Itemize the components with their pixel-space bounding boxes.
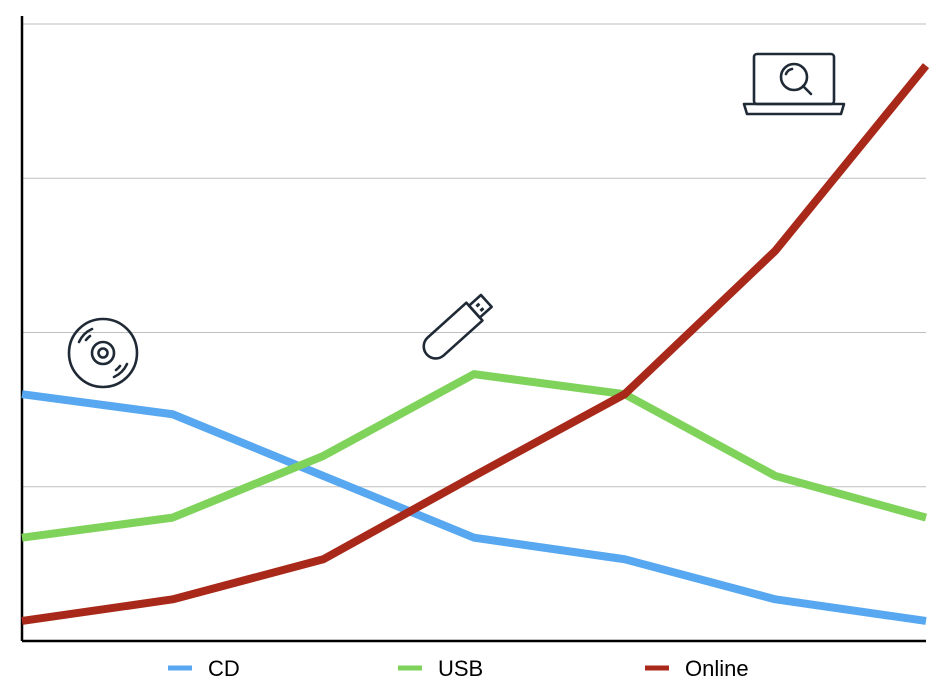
legend-label-cd: CD xyxy=(208,656,240,681)
legend-label-online: Online xyxy=(685,656,749,681)
laptop-search-icon xyxy=(742,52,846,116)
series-lines xyxy=(21,63,930,625)
cd-icon xyxy=(67,317,139,389)
series-line-online xyxy=(21,63,930,625)
series-line-usb xyxy=(21,370,928,542)
series-line-cd xyxy=(21,390,927,625)
gridlines xyxy=(22,23,926,488)
legend: CD USB Online xyxy=(168,656,749,681)
legend-label-usb: USB xyxy=(438,656,483,681)
usb-drive-icon xyxy=(422,293,493,360)
